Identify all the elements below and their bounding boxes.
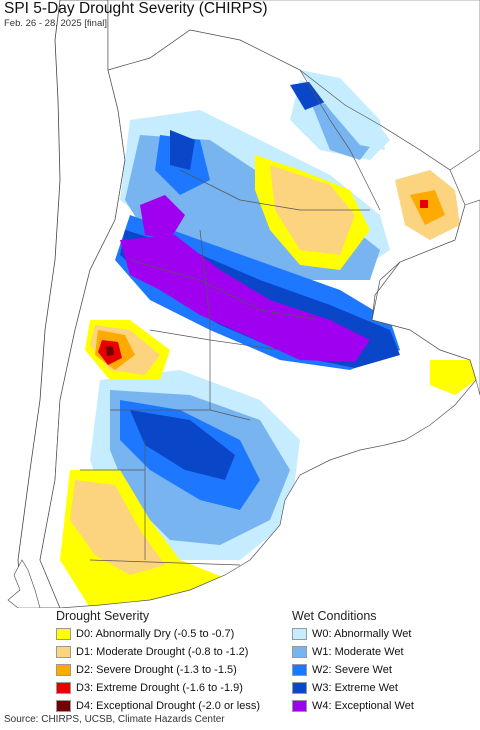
- legend-label: W1: Moderate Wet: [312, 646, 404, 658]
- drought-map: [7, 0, 480, 608]
- w0-swatch: [292, 628, 307, 640]
- legend-label: D3: Extreme Drought (-1.6 to -1.9): [76, 682, 243, 694]
- legend-item-w4: W4: Exceptional Wet: [292, 699, 414, 713]
- d2-swatch: [56, 664, 71, 676]
- legend-label: W0: Abnormally Wet: [312, 628, 412, 640]
- w2-swatch: [292, 664, 307, 676]
- w1-swatch: [292, 646, 307, 658]
- legend-item-d3: D3: Extreme Drought (-1.6 to -1.9): [56, 681, 243, 695]
- wet-legend-title: Wet Conditions: [292, 609, 377, 623]
- map-subtitle: Feb. 26 - 28, 2025 [final]: [4, 18, 107, 29]
- legend-label: D4: Exceptional Drought (-2.0 or less): [76, 700, 261, 712]
- w4-swatch: [292, 700, 307, 712]
- legend-item-w2: W2: Severe Wet: [292, 663, 392, 677]
- d4-region: [106, 346, 114, 356]
- d4-swatch: [56, 700, 71, 712]
- legend-item-w1: W1: Moderate Wet: [292, 645, 404, 659]
- legend-item-d4: D4: Exceptional Drought (-2.0 or less): [56, 699, 260, 713]
- drought-legend-title: Drought Severity: [56, 609, 150, 623]
- legend-label: D0: Abnormally Dry (-0.5 to -0.7): [76, 628, 235, 640]
- admin-borders: [39, 29, 477, 608]
- d0-swatch: [56, 628, 71, 640]
- chile-fjords: [7, 559, 41, 608]
- legend-label: D2: Severe Drought (-1.3 to -1.5): [76, 664, 237, 676]
- legend-item-d0: D0: Abnormally Dry (-0.5 to -0.7): [56, 627, 234, 641]
- legend-label: D1: Moderate Drought (-0.8 to -1.2): [76, 646, 249, 658]
- d3-swatch: [56, 682, 71, 694]
- d1-swatch: [56, 646, 71, 658]
- legend-item-w3: W3: Extreme Wet: [292, 681, 398, 695]
- w4-region: [120, 235, 370, 362]
- legend-label: W3: Extreme Wet: [312, 682, 398, 694]
- w3-swatch: [292, 682, 307, 694]
- source-credit: Source: CHIRPS, UCSB, Climate Hazards Ce…: [4, 714, 225, 725]
- legend-item-w0: W0: Abnormally Wet: [292, 627, 411, 641]
- legend-item-d1: D1: Moderate Drought (-0.8 to -1.2): [56, 645, 248, 659]
- legend-label: W4: Exceptional Wet: [312, 700, 414, 712]
- legend-item-d2: D2: Severe Drought (-1.3 to -1.5): [56, 663, 237, 677]
- map-title: SPI 5-Day Drought Severity (CHIRPS): [4, 0, 268, 17]
- legend-label: W2: Severe Wet: [312, 664, 392, 676]
- legend: Drought Severity Wet Conditions D0: Abno…: [0, 608, 480, 712]
